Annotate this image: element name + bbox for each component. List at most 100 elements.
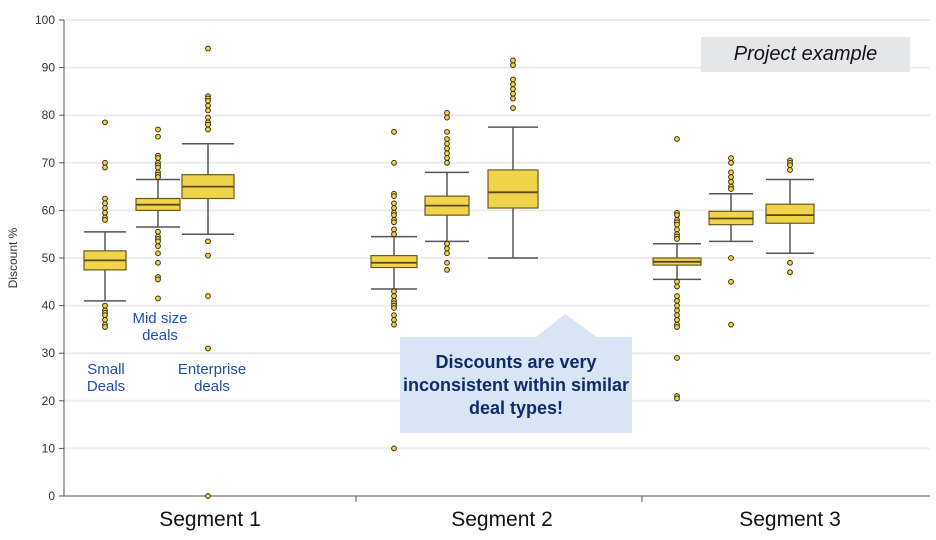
outlier-point (102, 195, 108, 202)
y-tick-label: 30 (42, 346, 56, 360)
outlier-point (444, 155, 450, 161)
outlier-point (510, 62, 516, 69)
outlier-point (102, 205, 108, 211)
outlier-point (205, 252, 211, 259)
outlier-point (391, 219, 397, 226)
outlier-point (155, 250, 161, 257)
outlier-point (391, 316, 397, 323)
outlier-point (391, 205, 397, 211)
outlier-point (444, 267, 450, 273)
outlier-point (205, 121, 211, 128)
outlier-point (674, 297, 680, 304)
outlier-point (155, 295, 161, 302)
outlier-point (205, 45, 211, 52)
outlier-point (674, 307, 680, 314)
y-tick-label: 80 (42, 108, 56, 122)
outlier-point (674, 212, 680, 219)
y-tick-label: 60 (42, 203, 56, 217)
outlier-point (102, 119, 108, 126)
outlier-point (674, 136, 680, 142)
outlier-point (674, 355, 680, 361)
outlier-point (444, 259, 450, 266)
outlier-point (674, 312, 680, 319)
outlier-point (205, 114, 211, 121)
x-category-label: Segment 1 (159, 508, 261, 531)
y-tick-label: 10 (42, 441, 56, 455)
outlier-point (674, 221, 680, 228)
outlier-point (391, 159, 397, 166)
y-tick-label: 40 (42, 299, 56, 313)
outlier-point (102, 312, 108, 319)
outlier-point (102, 164, 108, 171)
outlier-point (728, 278, 734, 285)
y-axis-label: Discount % (6, 227, 20, 288)
outlier-point (674, 278, 680, 285)
x-category-label: Segment 2 (451, 508, 553, 531)
annotation-mid-size-deals: Mid size deals (132, 310, 188, 344)
outlier-point (205, 98, 211, 104)
box (487, 169, 539, 209)
outlier-point (155, 174, 161, 180)
outlier-point (444, 245, 450, 252)
outlier-point (391, 212, 397, 219)
outlier-point (674, 236, 680, 242)
outlier-point (391, 445, 397, 452)
outlier-point (391, 321, 397, 328)
outlier-point (155, 126, 161, 133)
outlier-point (728, 178, 734, 185)
outlier-point (728, 174, 734, 180)
outlier-point (510, 90, 516, 97)
outlier-point (444, 114, 450, 121)
outlier-point (391, 226, 397, 233)
outlier-point (728, 155, 734, 161)
outlier-point (674, 302, 680, 309)
outlier-point (155, 155, 161, 161)
outlier-point (102, 209, 108, 216)
outlier-point (787, 259, 793, 266)
outlier-point (391, 305, 397, 311)
outlier-point (787, 269, 793, 276)
outlier-point (391, 193, 397, 200)
callout-text: Discounts are very inconsistent within s… (402, 351, 630, 418)
outlier-point (674, 395, 680, 402)
outlier-point (102, 302, 108, 309)
outlier-point (205, 293, 211, 299)
outlier-point (391, 231, 397, 238)
outlier-point (444, 159, 450, 166)
project-example-text: Project example (733, 43, 878, 65)
outlier-point (155, 133, 161, 140)
outlier-point (728, 159, 734, 166)
outlier-point (444, 136, 450, 142)
outlier-point (391, 288, 397, 295)
outlier-point (674, 293, 680, 299)
outlier-point (510, 81, 516, 88)
outlier-point (205, 238, 211, 245)
outlier-point (391, 128, 397, 135)
outlier-point (155, 164, 161, 171)
outlier-point (510, 76, 516, 83)
outlier-point (444, 150, 450, 157)
outlier-point (205, 126, 211, 133)
box (765, 203, 815, 224)
outlier-point (510, 95, 516, 102)
outlier-point (391, 200, 397, 207)
outlier-point (444, 145, 450, 152)
x-category-label: Segment 3 (739, 508, 841, 531)
annotation-small-deals: Small Deals (86, 361, 126, 395)
project-example-badge: Project example (701, 37, 910, 72)
box (370, 255, 418, 269)
outlier-point (444, 128, 450, 135)
outlier-point (155, 238, 161, 245)
outlier-point (155, 259, 161, 266)
outlier-point (510, 105, 516, 111)
outlier-point (728, 186, 734, 192)
y-tick-label: 70 (42, 156, 56, 170)
annotation-enterprise-deals: Enterprise deals (177, 361, 247, 395)
outlier-point (391, 293, 397, 299)
y-tick-label: 20 (42, 394, 56, 408)
outlier-point (674, 316, 680, 323)
outlier-point (674, 324, 680, 330)
outlier-point (728, 255, 734, 261)
outlier-point (102, 316, 108, 323)
outlier-point (205, 345, 211, 352)
